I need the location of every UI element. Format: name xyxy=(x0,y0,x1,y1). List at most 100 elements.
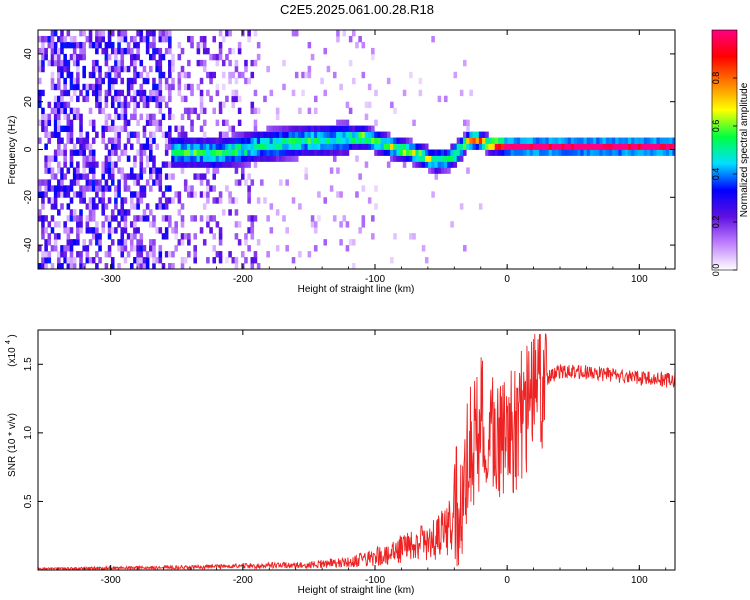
heatmap-cell xyxy=(101,173,106,180)
heatmap-cell xyxy=(234,161,239,168)
heatmap-cell xyxy=(288,131,293,138)
heatmap-cell xyxy=(434,167,439,174)
heatmap-cell xyxy=(133,227,137,234)
heatmap-cell xyxy=(129,143,134,150)
heatmap-cell xyxy=(63,41,67,49)
heatmap-cell xyxy=(513,137,518,144)
heatmap-cell xyxy=(294,137,299,144)
heatmap-cell xyxy=(336,35,340,43)
heatmap-cell xyxy=(206,71,210,79)
heatmap-cell xyxy=(218,239,223,246)
heatmap-cell xyxy=(190,107,194,115)
heatmap-cell xyxy=(164,197,169,204)
heatmap-cell xyxy=(672,143,675,150)
heatmap-cell xyxy=(367,137,372,144)
heatmap-cell xyxy=(291,131,296,138)
snr-frame xyxy=(37,329,676,571)
heatmap-cell xyxy=(120,251,125,258)
bottom-x-tick-label: 0 xyxy=(504,575,510,586)
heatmap-cell xyxy=(456,155,461,162)
heatmap-cell xyxy=(548,143,553,150)
heatmap-cell xyxy=(60,179,64,186)
heatmap-cell xyxy=(145,95,150,103)
heatmap-cell xyxy=(529,143,534,150)
heatmap-cell xyxy=(136,191,140,198)
heatmap-cell xyxy=(558,143,562,150)
heatmap-cell xyxy=(177,149,182,156)
heatmap-cell xyxy=(593,137,597,144)
heatmap-cell xyxy=(225,30,229,37)
heatmap-cell xyxy=(72,167,77,174)
heatmap-cell xyxy=(612,143,616,150)
heatmap-cell xyxy=(323,149,328,156)
heatmap-cell xyxy=(98,83,102,91)
heatmap-cell xyxy=(129,233,134,240)
heatmap-cell xyxy=(53,239,58,246)
heatmap-cell xyxy=(561,137,565,144)
heatmap-cell xyxy=(221,131,226,138)
heatmap-cell xyxy=(393,149,397,156)
heatmap-cell xyxy=(352,143,356,150)
heatmap-cell xyxy=(637,149,642,156)
heatmap-cell xyxy=(206,191,210,198)
heatmap-cell xyxy=(221,149,226,156)
heatmap-cell xyxy=(405,149,410,156)
heatmap-cell xyxy=(72,173,77,180)
heatmap-cell xyxy=(164,77,169,85)
heatmap-cell xyxy=(412,119,416,127)
heatmap-cell xyxy=(44,53,48,61)
heatmap-cell xyxy=(129,221,134,228)
heatmap-cell xyxy=(434,155,439,162)
heatmap-cell xyxy=(221,161,226,168)
heatmap-cell xyxy=(82,239,86,246)
heatmap-cell xyxy=(183,185,188,192)
heatmap-cell xyxy=(38,65,42,73)
heatmap-cell xyxy=(304,137,308,144)
heatmap-cell xyxy=(234,179,239,186)
heatmap-cell xyxy=(653,143,657,150)
heatmap-cell xyxy=(79,263,83,269)
heatmap-cell xyxy=(313,125,318,132)
heatmap-cell xyxy=(47,35,52,43)
heatmap-cell xyxy=(234,137,239,144)
heatmap-cell xyxy=(57,131,61,138)
heatmap-cell xyxy=(266,149,270,156)
heatmap-cell xyxy=(358,143,362,150)
heatmap-cell xyxy=(583,149,588,156)
heatmap-cell xyxy=(209,185,213,192)
heatmap-cell xyxy=(279,125,283,132)
heatmap-cell xyxy=(63,89,67,97)
heatmap-cell xyxy=(348,137,353,144)
heatmap-cell xyxy=(577,137,581,144)
heatmap-cell xyxy=(621,149,626,156)
heatmap-cell xyxy=(412,233,416,240)
heatmap-cell xyxy=(38,77,42,85)
heatmap-cell xyxy=(256,155,261,162)
heatmap-cell xyxy=(329,137,334,144)
heatmap-cell xyxy=(247,161,251,168)
heatmap-cell xyxy=(145,30,150,37)
heatmap-cell xyxy=(535,149,540,156)
heatmap-cell xyxy=(548,137,553,144)
heatmap-cell xyxy=(133,173,137,180)
heatmap-cell xyxy=(250,233,255,240)
heatmap-cell xyxy=(145,119,150,127)
heatmap-cell xyxy=(437,161,442,168)
heatmap-cell xyxy=(497,143,502,150)
heatmap-cell xyxy=(145,41,150,49)
heatmap-cell xyxy=(399,143,404,150)
heatmap-cell xyxy=(82,47,86,55)
heatmap-cell xyxy=(212,185,217,192)
heatmap-cell xyxy=(234,89,239,97)
heatmap-cell xyxy=(107,71,112,79)
heatmap-cell xyxy=(352,125,356,132)
heatmap-cell xyxy=(393,155,397,162)
heatmap-cell xyxy=(95,233,99,240)
heatmap-cell xyxy=(139,263,144,269)
heatmap-cell xyxy=(307,107,312,115)
heatmap-cell xyxy=(602,143,607,150)
heatmap-cell xyxy=(199,89,204,97)
heatmap-cell xyxy=(177,131,182,138)
heatmap-cell xyxy=(50,263,55,269)
heatmap-cell xyxy=(104,143,109,150)
